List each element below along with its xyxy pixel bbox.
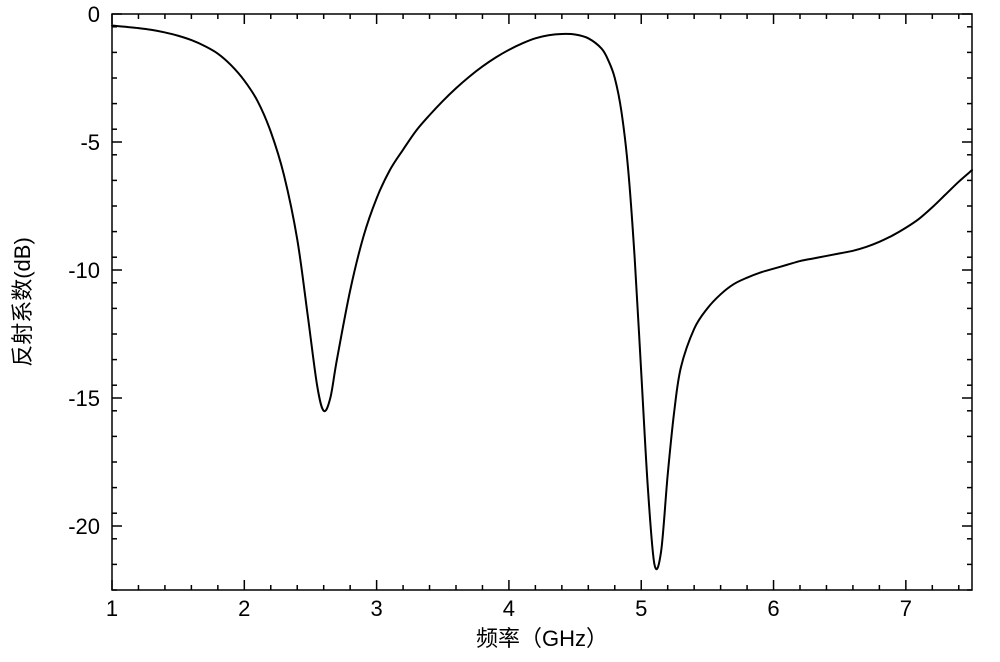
x-tick-label: 6	[767, 596, 779, 621]
y-tick-label: -20	[68, 514, 100, 539]
x-tick-label: 3	[370, 596, 382, 621]
reflection-coefficient-chart: 1 2 3 4 5 6 7 0 -5 -10 -15 -20 频率（GHz） 反射系数(dB)	[0, 0, 1000, 662]
x-tick-label: 4	[503, 596, 515, 621]
x-tick-label: 2	[238, 596, 250, 621]
y-tick-label: -10	[68, 258, 100, 283]
x-axis-label: 频率（GHz）	[476, 626, 608, 651]
y-axis-label: 反射系数(dB)	[10, 237, 35, 367]
x-tick-label: 1	[106, 596, 118, 621]
chart-svg: 1 2 3 4 5 6 7 0 -5 -10 -15 -20 频率（GHz） 反射系数(dB)	[0, 0, 1000, 662]
x-tick-label: 5	[635, 596, 647, 621]
y-tick-label: -5	[80, 130, 100, 155]
y-tick-label: 0	[88, 2, 100, 27]
y-tick-label: -15	[68, 386, 100, 411]
x-tick-label: 7	[900, 596, 912, 621]
